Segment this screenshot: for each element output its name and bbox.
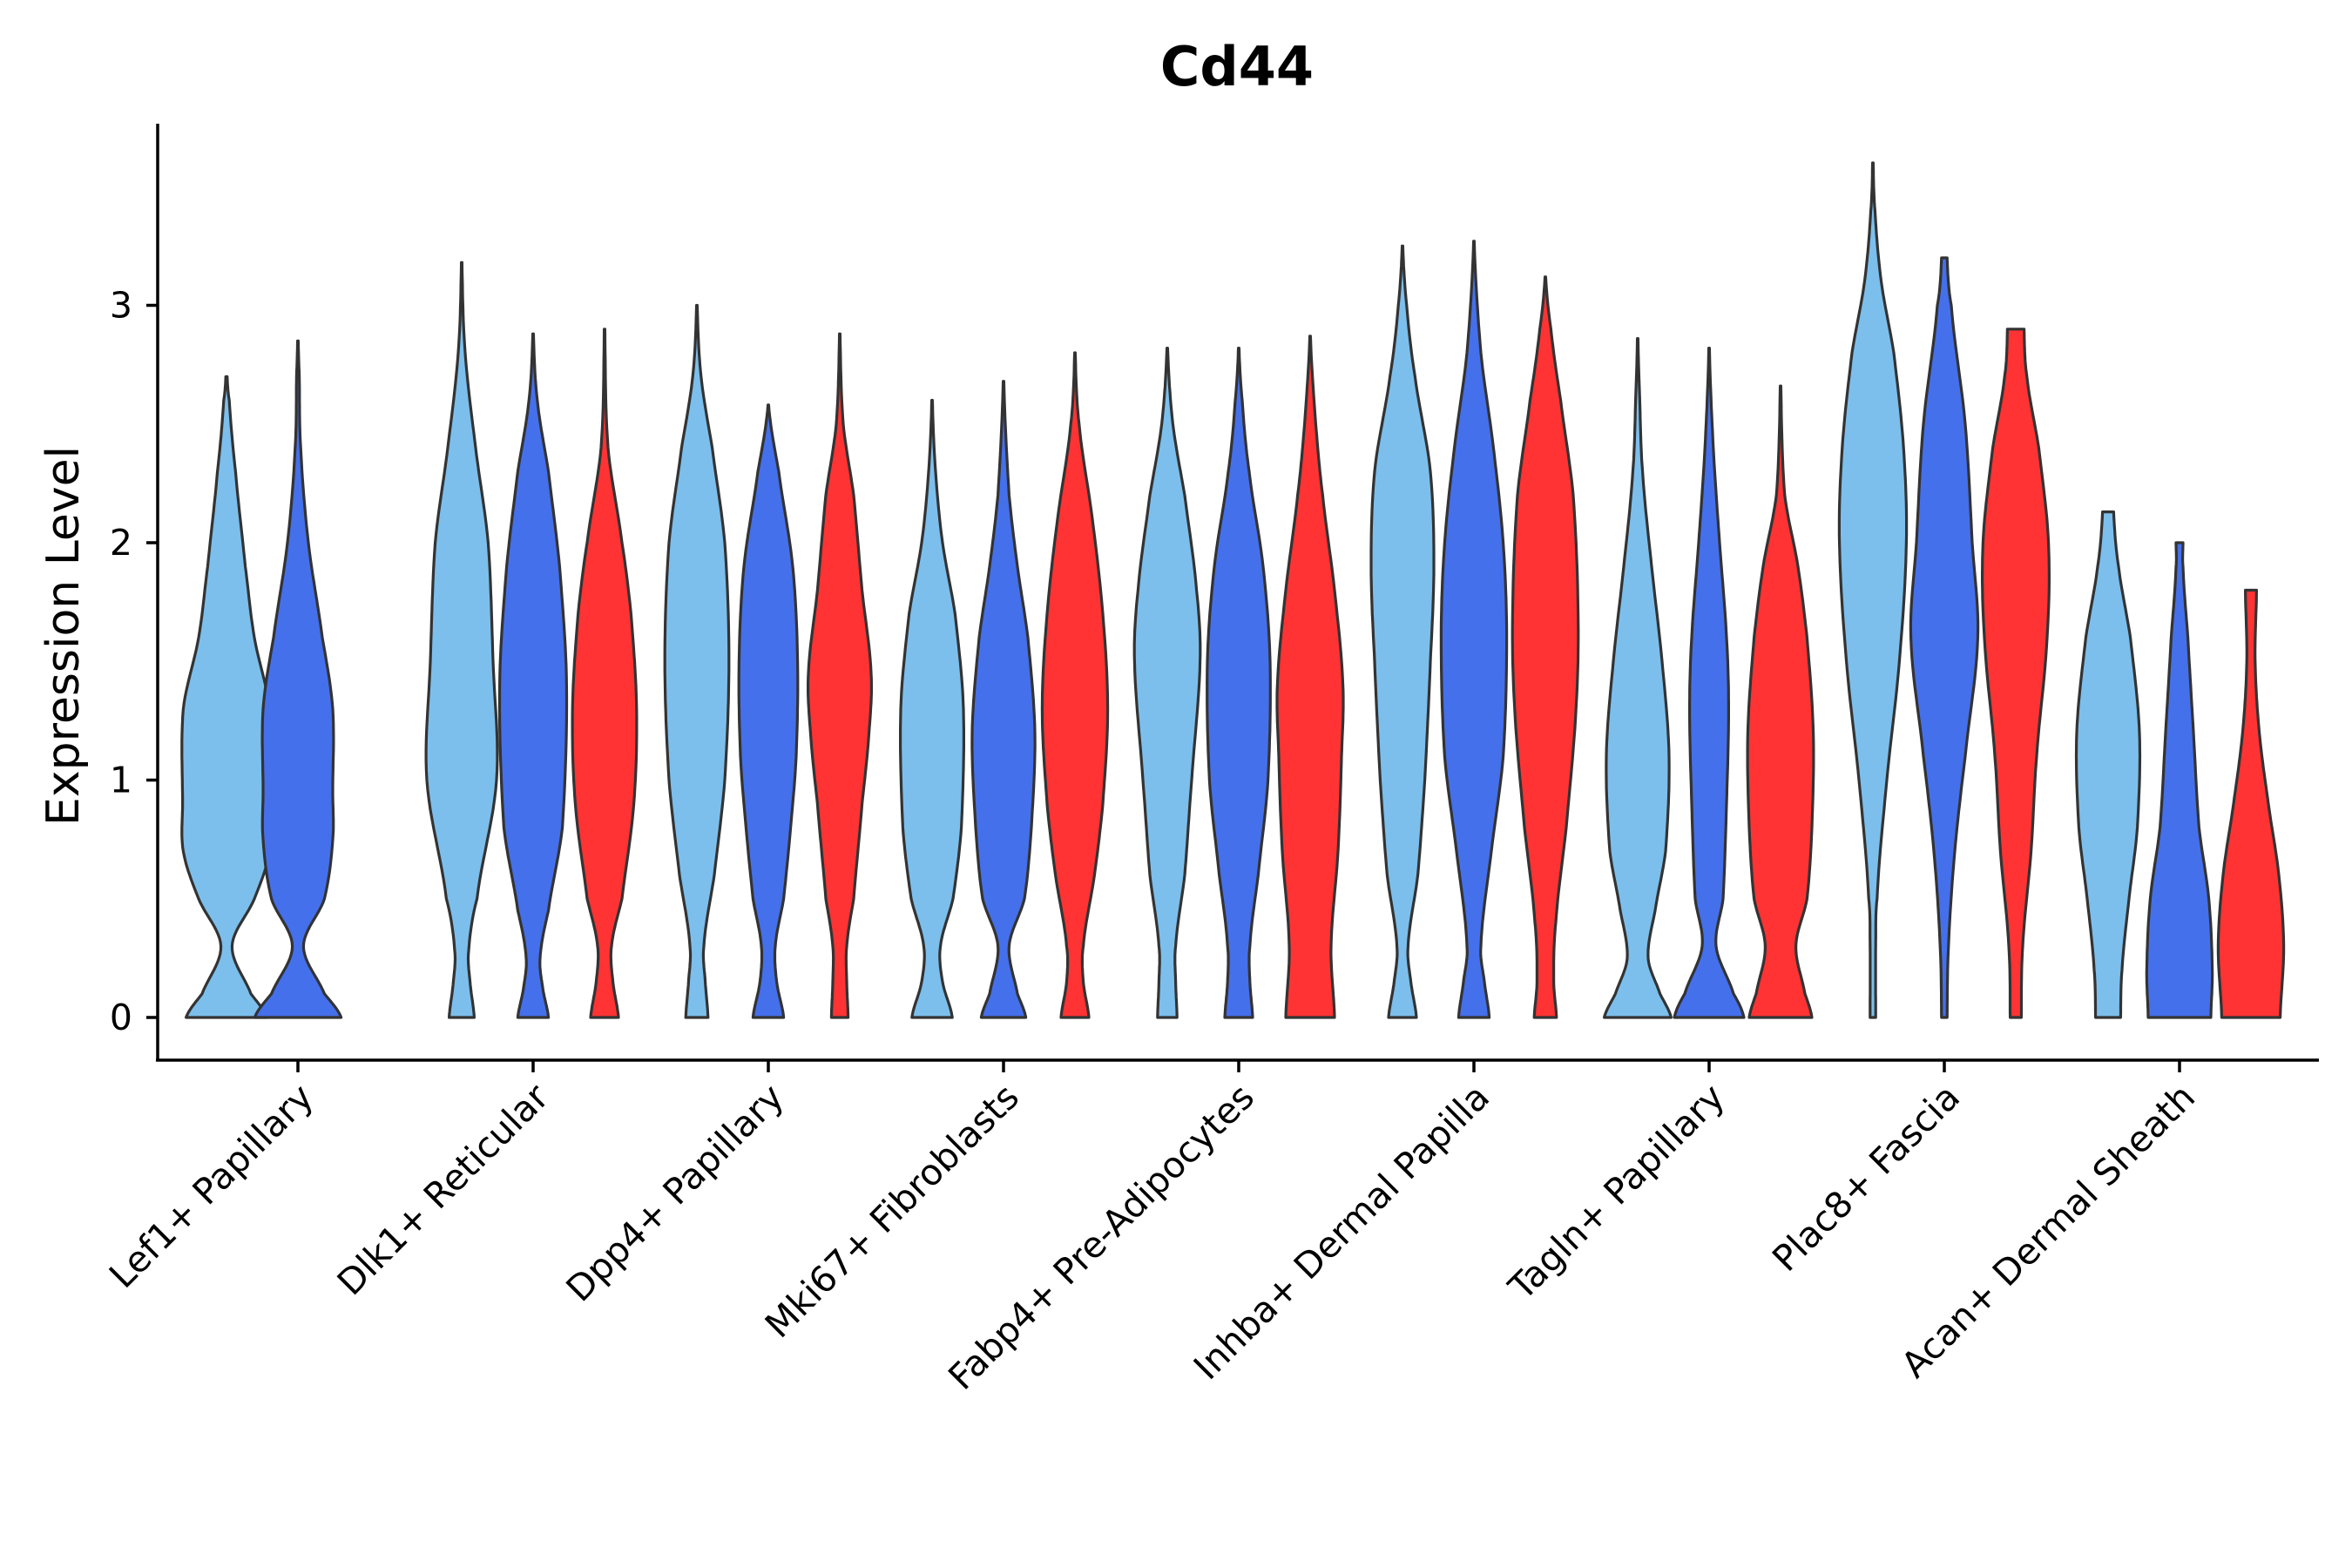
violin-acan-dermal-sheath-group-3 [2216, 588, 2286, 1019]
violin-acan-dermal-sheath-group-2 [2145, 541, 2214, 1019]
violin-dpp4-papillary-group-1 [663, 303, 731, 1019]
y-tick-label: 2 [110, 522, 132, 564]
violin-acan-dermal-sheath-group-1 [2074, 510, 2142, 1019]
violin-inhba-dermal-papilla-group-1 [1369, 244, 1436, 1019]
violin-mki67-fibroblasts-group-3 [1040, 351, 1110, 1019]
x-tick-label-tagln-papillary: Tagln+ Papillary [1500, 1076, 1733, 1308]
x-tick-label-dpp4-papillary: Dpp4+ Papillary [558, 1076, 792, 1309]
violin-tagln-papillary-group-2 [1673, 347, 1746, 1019]
violin-plac8-fascia-group-1 [1837, 161, 1909, 1019]
x-tick-label-plac8-fascia: Plac8+ Fascia [1764, 1076, 1968, 1280]
x-tick-label-lef1-papillary: Lef1+ Papillary [101, 1076, 321, 1296]
violin-lef1-papillary-group-1 [180, 375, 273, 1019]
x-tick-label-mki67-fibroblasts: Mki67+ Fibroblasts [757, 1076, 1027, 1346]
violin-dlk1-reticular-group-2 [497, 332, 569, 1019]
violin-dpp4-papillary-group-3 [807, 332, 873, 1019]
violin-fabp4-pre-adipocytes-group-2 [1206, 347, 1272, 1019]
y-tick-label: 3 [110, 285, 132, 327]
violin-plac8-fascia-group-3 [1981, 328, 2051, 1019]
violin-mki67-fibroblasts-group-1 [899, 398, 965, 1019]
y-ticks: 0 1 2 3 [110, 285, 158, 1038]
violin-tagln-papillary-group-3 [1746, 384, 1815, 1019]
y-axis-label: Expression Level [37, 446, 90, 826]
violin-inhba-dermal-papilla-group-2 [1439, 240, 1509, 1019]
y-tick-label: 0 [110, 997, 132, 1038]
violin-layer [180, 161, 2286, 1019]
violin-lef1-papillary-group-2 [253, 339, 343, 1019]
violin-dlk1-reticular-group-3 [571, 328, 639, 1019]
violin-dlk1-reticular-group-1 [424, 260, 499, 1019]
violin-tagln-papillary-group-1 [1603, 337, 1673, 1019]
violin-fabp4-pre-adipocytes-group-1 [1132, 347, 1202, 1019]
chart-title: Cd44 [1160, 35, 1314, 98]
y-tick-label: 1 [110, 760, 132, 801]
x-ticks: Lef1+ Papillary Dlk1+ Reticular Dpp4+ Papi… [101, 1060, 2203, 1398]
violin-mki67-fibroblasts-group-2 [970, 380, 1037, 1019]
violin-inhba-dermal-papilla-group-3 [1511, 275, 1580, 1019]
x-tick-label-dlk1-reticular: Dlk1+ Reticular [329, 1076, 557, 1303]
violin-dpp4-papillary-group-2 [737, 403, 800, 1019]
violin-plac8-fascia-group-2 [1909, 256, 1980, 1019]
violin-fabp4-pre-adipocytes-group-3 [1275, 335, 1345, 1019]
